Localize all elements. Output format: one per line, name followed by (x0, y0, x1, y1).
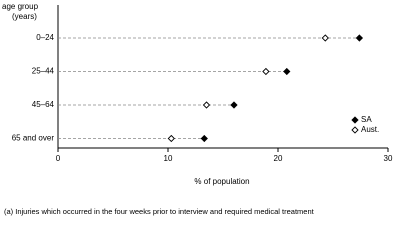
y-axis-title: age group (2, 2, 39, 11)
x-tick-label: 10 (164, 154, 173, 163)
dot (167, 134, 175, 143)
x-axis-label: % of population (194, 177, 249, 186)
x-tick-label: 0 (56, 154, 61, 163)
dot (262, 67, 270, 76)
y-tick-label: 45–64 (32, 100, 55, 109)
chart: age group (years) % of population (a) In… (2, 2, 393, 216)
dot (355, 34, 364, 42)
x-tick-label: 20 (274, 154, 283, 163)
footnote: (a) Injuries which occurred in the four … (4, 207, 315, 216)
legend-marker (351, 126, 359, 134)
dot (321, 34, 329, 42)
legend-label: Aust. (361, 125, 379, 134)
y-axis-title: (years) (12, 12, 37, 21)
y-tick-label: 0–24 (36, 33, 54, 42)
dot (202, 101, 211, 109)
y-tick-label: 65 and over (12, 134, 55, 143)
legend-label: SA (361, 115, 372, 124)
y-tick-label: 25–44 (32, 67, 55, 76)
dot (283, 67, 291, 76)
legend-marker (351, 116, 359, 124)
x-tick-label: 30 (384, 154, 393, 163)
dot (200, 134, 208, 143)
dot (230, 101, 238, 109)
